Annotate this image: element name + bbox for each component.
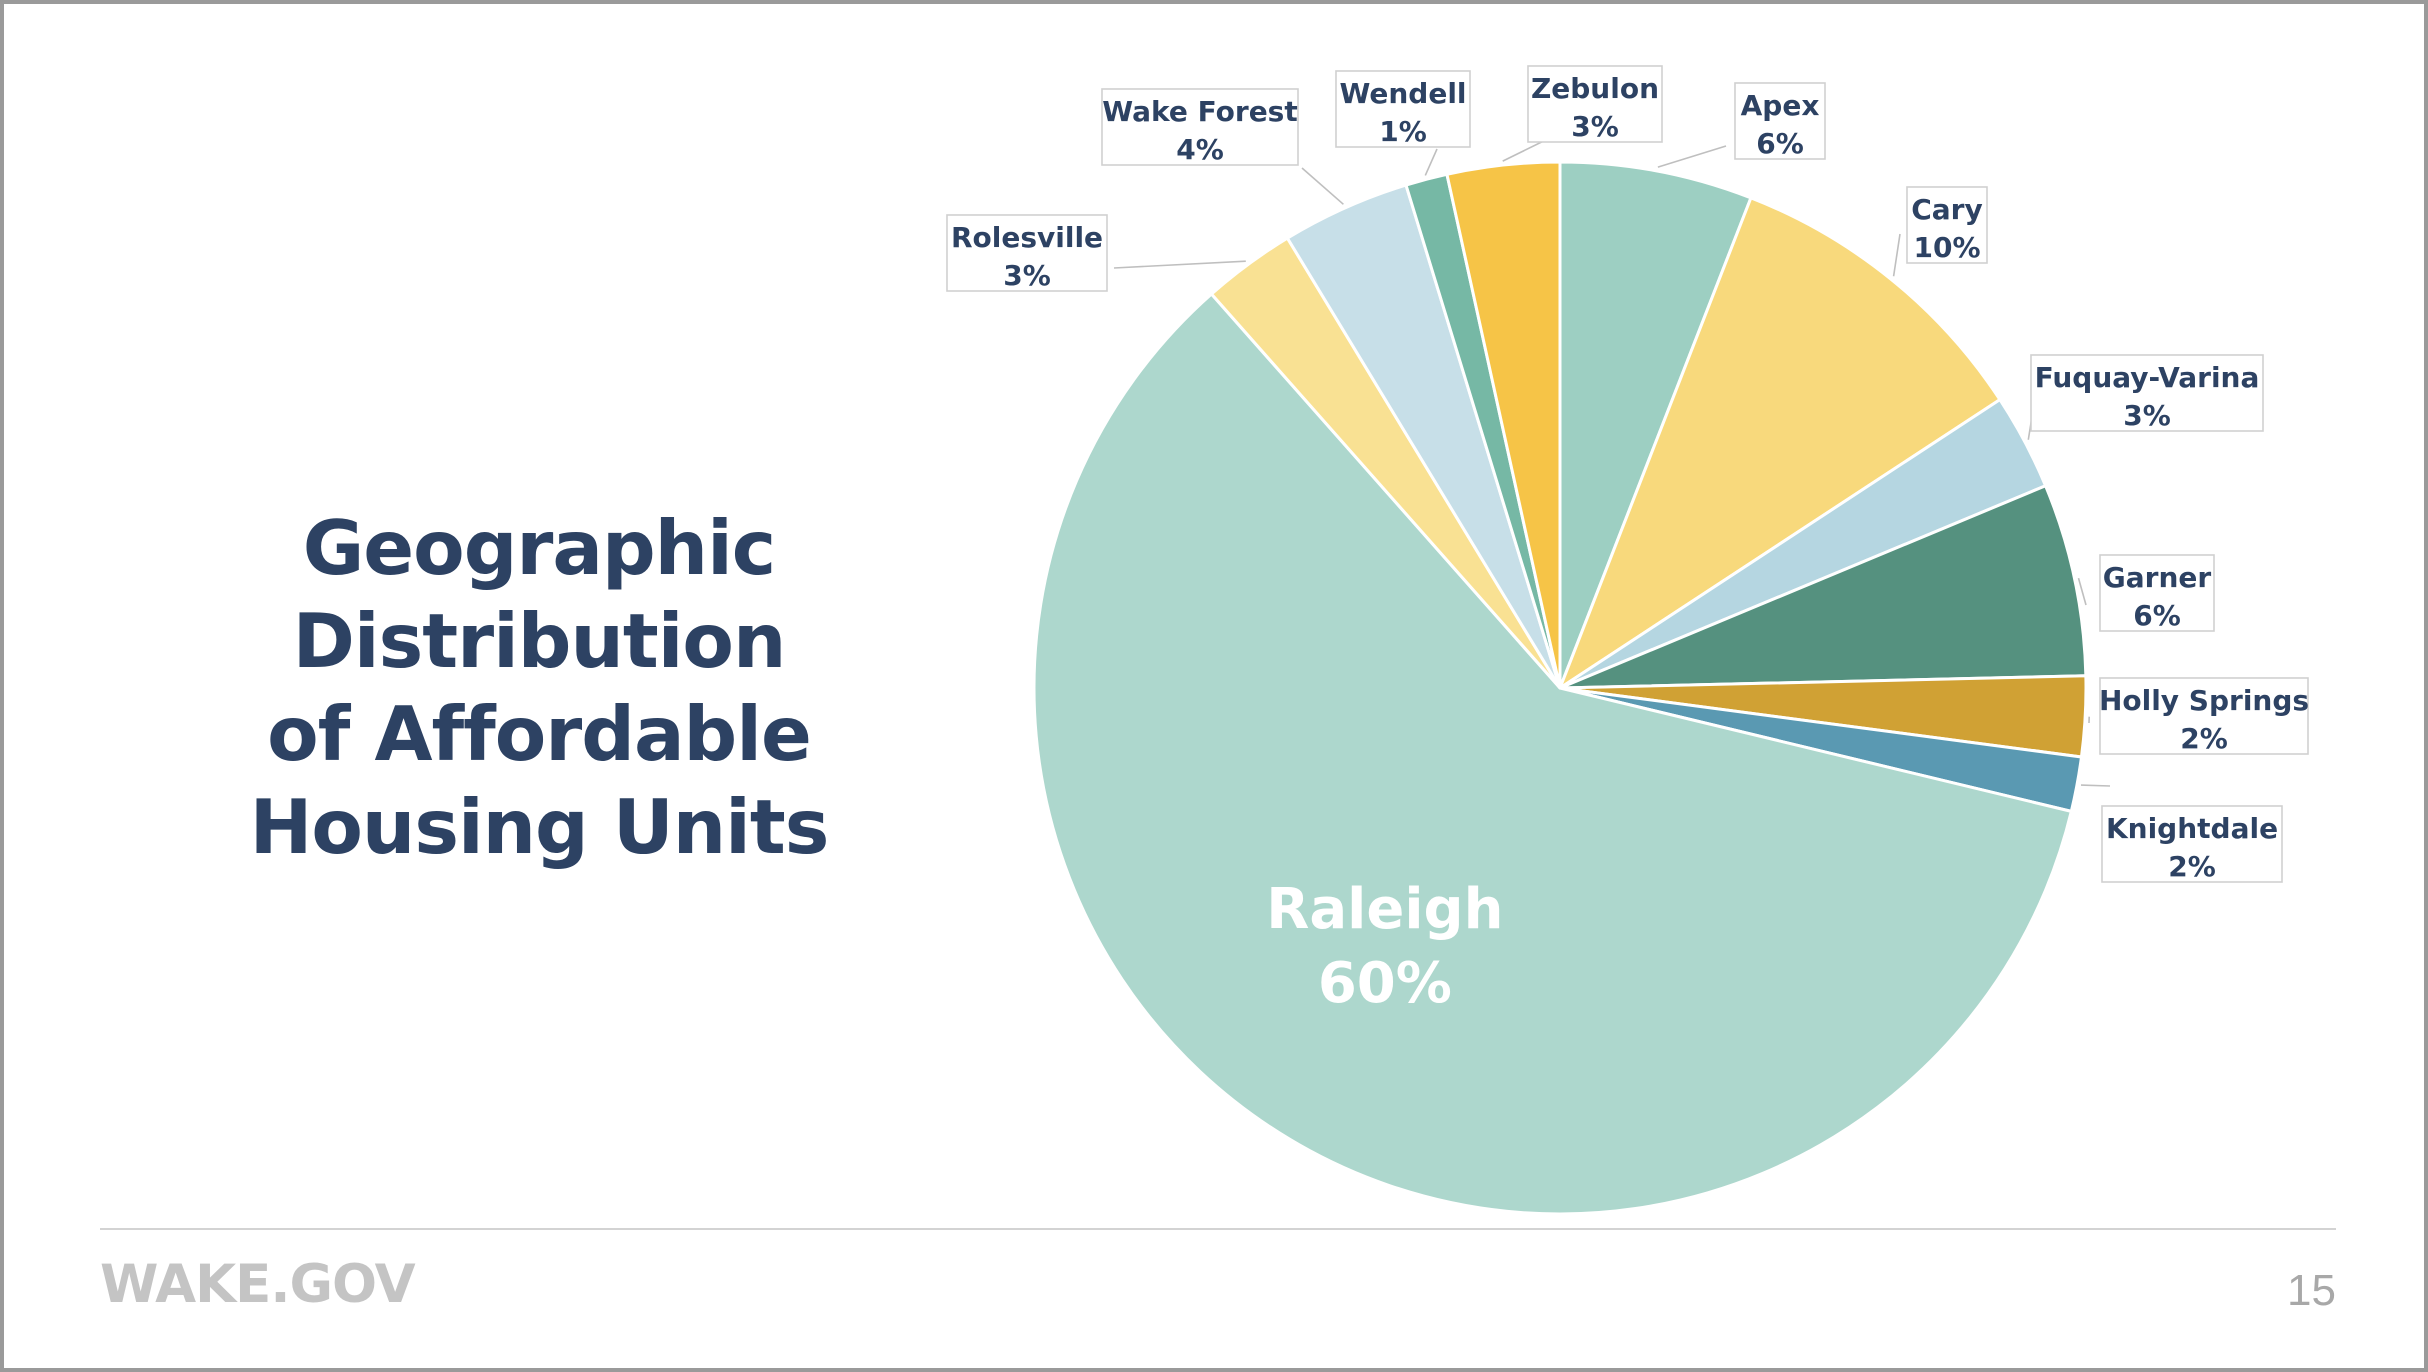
label-name: Rolesville (951, 221, 1103, 254)
label-box (2099, 554, 2215, 632)
leader-line (1657, 145, 1727, 168)
label-name: Garner (2103, 561, 2212, 594)
title-line-4: Housing Units (249, 783, 830, 871)
label-box (2099, 677, 2309, 755)
label-name: Wendell (1339, 77, 1466, 110)
label-value: 2% (2180, 722, 2228, 755)
label-box (1527, 65, 1663, 143)
label-name: Holly Springs (2099, 684, 2309, 717)
pie-slices (1032, 160, 2088, 1216)
label-name: Wake Forest (1102, 95, 1297, 128)
slice-label-raleigh: Raleigh 60% (1266, 877, 1503, 1016)
page-number: 15 (2287, 1266, 2336, 1315)
leader-line (1301, 167, 1344, 205)
leader-line (1113, 260, 1246, 269)
label-name: Cary (1911, 193, 1983, 226)
slice-label-fuquay-varina: Fuquay-Varina 3% (2027, 354, 2264, 440)
label-name: Apex (1741, 89, 1820, 122)
label-name: Zebulon (1531, 72, 1659, 105)
label-value: 6% (1756, 127, 1804, 160)
label-value: 3% (2123, 399, 2171, 432)
leader-line (1424, 148, 1438, 176)
pie-slice-garner (1558, 484, 2088, 690)
slice-label-cary: Cary 10% (1892, 186, 1988, 277)
slice-label-zebulon: Zebulon 3% (1502, 65, 1663, 162)
label-value: 10% (1913, 231, 1980, 264)
label-value: 4% (1176, 133, 1224, 166)
slice-label-wake-forest: Wake Forest 4% (1101, 88, 1344, 205)
label-name: Raleigh (1266, 877, 1503, 942)
slide-title: Geographic Distribution of Affordable Ho… (154, 502, 924, 874)
footer-divider (100, 1228, 2336, 1230)
label-value: 3% (1003, 259, 1051, 292)
slice-label-knightdale: Knightdale 2% (2080, 784, 2283, 883)
label-value: 1% (1379, 115, 1427, 148)
label-name: Knightdale (2106, 812, 2278, 845)
pie-labels: Apex 6% Cary 10% Fuquay-Varina 3% Garner 6% Holl… (946, 65, 2309, 1016)
label-box (2030, 354, 2264, 432)
pie-slice-zebulon (1445, 160, 1562, 690)
title-line-2: Distribution (292, 597, 787, 685)
label-box (1335, 70, 1471, 148)
title-line-1: Geographic (302, 504, 776, 592)
label-box (1734, 82, 1826, 160)
label-box (1101, 88, 1299, 166)
slice-label-rolesville: Rolesville 3% (946, 214, 1246, 292)
pie-slice-apex (1558, 160, 1753, 690)
label-box (946, 214, 1108, 292)
title-line-3: of Affordable (267, 690, 812, 778)
footer-brand: WAKE.GOV (100, 1254, 416, 1315)
label-value: 2% (2168, 850, 2216, 883)
label-name: Fuquay-Varina (2035, 361, 2260, 394)
pie-slice-cary (1558, 196, 2002, 690)
slice-label-garner: Garner 6% (2077, 554, 2215, 632)
slice-label-apex: Apex 6% (1657, 82, 1826, 168)
label-value: 6% (2133, 599, 2181, 632)
label-value: 3% (1571, 110, 1619, 143)
pie-chart: Apex 6% Cary 10% Fuquay-Varina 3% Garner 6% Holl… (946, 65, 2309, 1216)
leader-line (1892, 233, 1901, 277)
leader-line (2077, 577, 2087, 606)
leader-line (2080, 784, 2111, 787)
pie-slice-raleigh (1032, 292, 2073, 1216)
label-value: 60% (1318, 951, 1452, 1016)
slice-label-wendell: Wendell 1% (1335, 70, 1471, 176)
label-box (1906, 186, 1988, 264)
label-box (2101, 805, 2283, 883)
slice-label-holly-springs: Holly Springs 2% (2088, 677, 2309, 755)
